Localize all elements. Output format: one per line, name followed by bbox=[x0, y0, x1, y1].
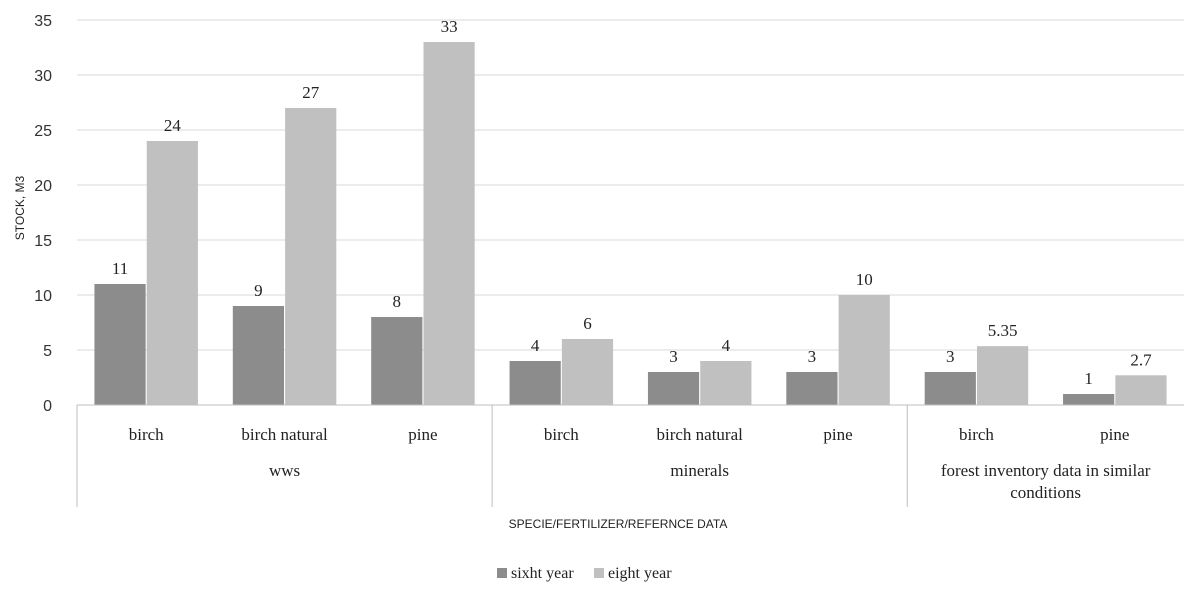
y-axis-ticks: 0 5 10 15 20 25 30 35 bbox=[34, 13, 52, 415]
bar bbox=[232, 306, 285, 405]
bar bbox=[509, 361, 561, 405]
bar bbox=[786, 372, 838, 405]
data-label: 33 bbox=[441, 17, 458, 36]
y-tick-label: 0 bbox=[43, 398, 52, 415]
x-axis-title: SPECIE/FERTILIZER/REFERNCE DATA bbox=[509, 517, 728, 531]
legend-entry: eight year bbox=[608, 565, 672, 582]
bar bbox=[700, 361, 752, 405]
x-tick-label: pine bbox=[823, 425, 852, 444]
y-tick-label: 35 bbox=[34, 13, 52, 30]
bar bbox=[1063, 394, 1115, 405]
data-labels: 11 24 9 27 8 33 4 6 3 4 3 10 3 5.35 1 2.7 bbox=[112, 17, 1152, 388]
y-tick-label: 30 bbox=[34, 68, 52, 85]
group-label: minerals bbox=[670, 461, 729, 480]
bar bbox=[285, 108, 337, 405]
x-tick-label: birch bbox=[959, 425, 994, 444]
y-tick-label: 20 bbox=[34, 178, 52, 195]
bar bbox=[561, 339, 614, 405]
data-label: 4 bbox=[531, 336, 540, 355]
bar bbox=[371, 317, 423, 405]
data-label: 9 bbox=[254, 281, 263, 300]
data-label: 3 bbox=[946, 347, 955, 366]
data-label: 11 bbox=[112, 259, 128, 278]
data-label: 3 bbox=[808, 347, 817, 366]
x-tick-label: pine bbox=[1100, 425, 1129, 444]
group-label: wws bbox=[269, 461, 300, 480]
data-label: 24 bbox=[164, 116, 182, 135]
bar bbox=[976, 346, 1029, 405]
y-axis-title: STOCK, M3 bbox=[13, 175, 27, 240]
y-tick-label: 10 bbox=[34, 288, 52, 305]
legend-swatch bbox=[497, 568, 507, 578]
data-label: 6 bbox=[583, 314, 592, 333]
group-label: conditions bbox=[1010, 483, 1081, 502]
data-label: 3 bbox=[669, 347, 678, 366]
data-label: 27 bbox=[302, 83, 320, 102]
x-tick-label: birch bbox=[544, 425, 579, 444]
bar bbox=[1115, 375, 1167, 405]
legend-swatch bbox=[594, 568, 604, 578]
x-tick-label: birch bbox=[129, 425, 164, 444]
data-label: 5.35 bbox=[988, 321, 1018, 340]
group-label: forest inventory data in similar bbox=[941, 461, 1151, 480]
legend-entry: sixht year bbox=[511, 565, 574, 582]
bar bbox=[647, 372, 700, 405]
data-label: 10 bbox=[856, 270, 873, 289]
x-tick-label: birch natural bbox=[241, 425, 328, 444]
legend: sixht year eight year bbox=[497, 565, 672, 582]
bar bbox=[146, 141, 198, 405]
y-tick-label: 15 bbox=[34, 233, 52, 250]
gridlines bbox=[77, 19, 1184, 351]
x-axis: birch birch natural pine birch birch natural… bbox=[76, 404, 1184, 507]
x-tick-label: birch natural bbox=[656, 425, 743, 444]
y-tick-label: 25 bbox=[34, 123, 52, 140]
bar bbox=[423, 42, 475, 405]
data-label: 1 bbox=[1084, 369, 1093, 388]
y-tick-label: 5 bbox=[43, 343, 52, 360]
bars bbox=[94, 42, 1167, 405]
data-label: 2.7 bbox=[1130, 350, 1152, 369]
bar bbox=[94, 284, 146, 405]
bar bbox=[838, 295, 890, 405]
x-tick-label: pine bbox=[408, 425, 437, 444]
data-label: 4 bbox=[722, 336, 731, 355]
data-label: 8 bbox=[393, 292, 402, 311]
bar bbox=[924, 372, 976, 405]
